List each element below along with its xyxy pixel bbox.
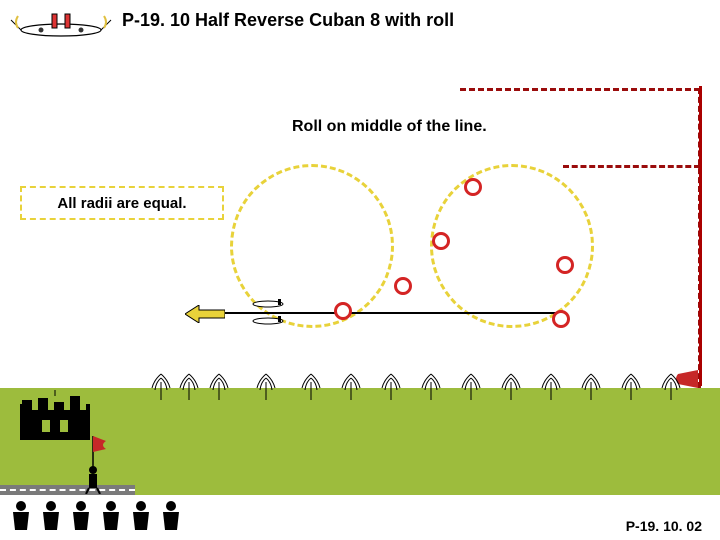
figure-code: P-19. 10. 02 <box>626 518 702 534</box>
height-line-top <box>460 88 700 91</box>
page-title: P-19. 10 Half Reverse Cuban 8 with roll <box>122 10 454 31</box>
judge-icon <box>128 500 154 534</box>
tree-icon <box>178 372 200 400</box>
aircraft-icon <box>250 297 286 311</box>
tree-icon <box>660 372 682 400</box>
tree-icon <box>208 372 230 400</box>
path-marker <box>464 178 482 196</box>
tree-icon <box>580 372 602 400</box>
box-marker-pole <box>699 86 702 386</box>
tree-icon <box>150 372 172 400</box>
tree-icon <box>500 372 522 400</box>
path-marker <box>394 277 412 295</box>
runway <box>0 485 135 495</box>
exit-arrow-icon <box>185 305 225 323</box>
judge-icon <box>38 500 64 534</box>
tree-icon <box>620 372 642 400</box>
roll-annotation: Roll on middle of the line. <box>292 118 487 136</box>
pilot-icon <box>78 436 108 494</box>
height-line-mid <box>563 165 700 168</box>
tree-icon <box>380 372 402 400</box>
castle-icon <box>20 390 90 440</box>
path-marker <box>552 310 570 328</box>
path-marker <box>432 232 450 250</box>
loop-circle-right <box>430 164 594 328</box>
tree-icon <box>540 372 562 400</box>
maneuver-diagram: P-19. 10 Half Reverse Cuban 8 with roll … <box>0 0 720 540</box>
tree-icon <box>420 372 442 400</box>
path-marker <box>334 302 352 320</box>
tree-icon <box>300 372 322 400</box>
title-plane-icon <box>6 0 116 46</box>
tree-icon <box>340 372 362 400</box>
judge-icon <box>98 500 124 534</box>
path-marker <box>556 256 574 274</box>
judge-icon <box>8 500 34 534</box>
judge-icon <box>158 500 184 534</box>
tree-icon <box>255 372 277 400</box>
judge-icon <box>68 500 94 534</box>
radii-note-text: All radii are equal. <box>57 195 186 212</box>
radii-note-box: All radii are equal. <box>20 186 224 220</box>
aircraft-icon <box>250 314 286 328</box>
tree-icon <box>460 372 482 400</box>
